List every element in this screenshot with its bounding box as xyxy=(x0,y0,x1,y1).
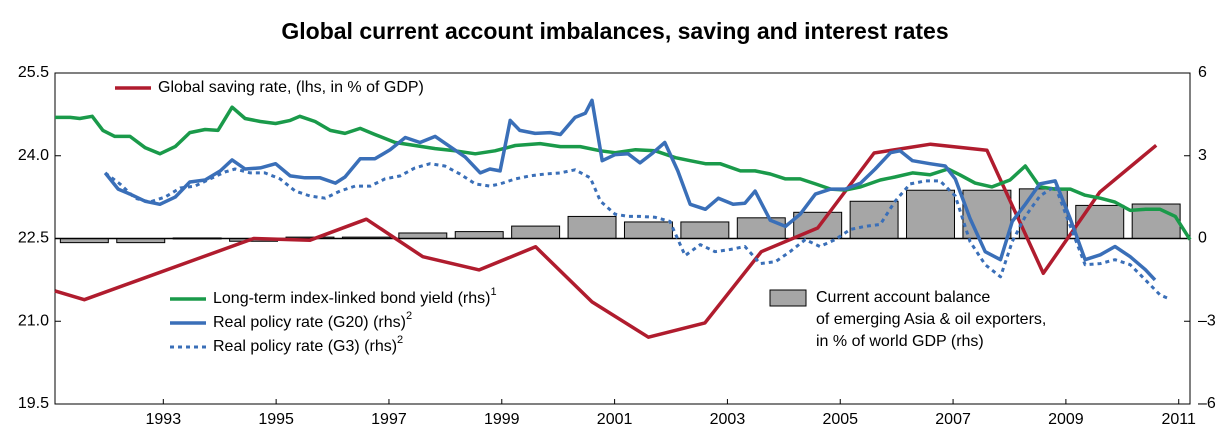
x-tick-label: 2011 xyxy=(1162,411,1197,428)
legend-label-text: Real policy rate (G3) (rhs) xyxy=(213,338,397,355)
legend-swatch xyxy=(769,289,807,307)
y-tick-label: 25.5 xyxy=(18,64,49,81)
y2-tick-label: 3 xyxy=(1198,147,1207,164)
legend-label: Real policy rate (G3) (rhs)2 xyxy=(213,334,403,355)
legend-label: Real policy rate (G20) (rhs)2 xyxy=(213,310,412,331)
legend-label: Long-term index-linked bond yield (rhs)1 xyxy=(213,286,497,307)
bar xyxy=(736,217,786,239)
y2-tick-label: 0 xyxy=(1198,230,1207,247)
bar xyxy=(567,215,617,239)
x-tick-label: 2005 xyxy=(822,411,858,428)
bar xyxy=(623,221,673,239)
line-series xyxy=(55,105,1192,241)
bar xyxy=(511,225,561,239)
bar xyxy=(398,232,448,240)
bar xyxy=(1075,204,1125,239)
legend-label: of emerging Asia & oil exporters, xyxy=(816,311,1046,328)
line-series xyxy=(54,142,1158,339)
legend-footnote: 1 xyxy=(490,286,496,298)
legend-footnote: 2 xyxy=(397,334,403,346)
x-tick-label: 2009 xyxy=(1048,411,1084,428)
chart-title: Global current account imbalances, savin… xyxy=(281,18,948,44)
legend-footnote: 2 xyxy=(406,310,412,322)
x-tick-label: 2007 xyxy=(935,411,971,428)
bar xyxy=(454,231,504,240)
x-tick-label: 2003 xyxy=(710,411,746,428)
x-tick-label: 2001 xyxy=(597,411,633,428)
bar xyxy=(962,189,1012,240)
y2-tick-label: –3 xyxy=(1198,312,1216,329)
y2-tick-label: –6 xyxy=(1198,395,1216,412)
legend-label: Current account balance xyxy=(816,289,990,306)
y-tick-label: 24.0 xyxy=(18,147,49,164)
bar xyxy=(680,221,730,239)
x-tick-label: 1997 xyxy=(371,411,407,428)
y-tick-label: 21.0 xyxy=(18,312,49,329)
legend-label-text: Long-term index-linked bond yield (rhs) xyxy=(213,290,490,307)
line-series xyxy=(103,98,1157,282)
x-tick-label: 1999 xyxy=(484,411,520,428)
legend-label: in % of world GDP (rhs) xyxy=(816,333,984,350)
bar xyxy=(906,189,955,240)
legend-label-text: Global saving rate, (lhs, in % of GDP) xyxy=(158,79,424,96)
x-tick-label: 1993 xyxy=(146,411,182,428)
legend-label: Global saving rate, (lhs, in % of GDP) xyxy=(158,79,424,96)
x-tick-label: 1995 xyxy=(258,411,294,428)
legend-label-text: Real policy rate (G20) (rhs) xyxy=(213,314,406,331)
y-tick-label: 19.5 xyxy=(18,395,49,412)
y-tick-label: 22.5 xyxy=(18,230,49,247)
y2-tick-label: 6 xyxy=(1198,64,1207,81)
